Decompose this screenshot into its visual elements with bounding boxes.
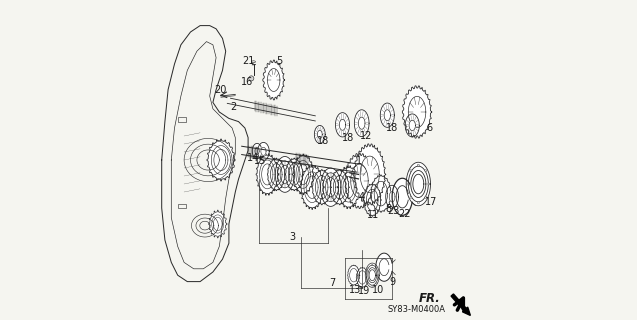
Polygon shape: [275, 156, 294, 192]
Circle shape: [417, 164, 419, 166]
Polygon shape: [408, 166, 428, 202]
Text: 20: 20: [215, 85, 227, 95]
Polygon shape: [314, 125, 326, 143]
Bar: [178, 117, 186, 122]
Polygon shape: [385, 185, 399, 208]
Circle shape: [428, 183, 430, 185]
Polygon shape: [348, 265, 360, 285]
Text: 11: 11: [368, 210, 380, 220]
Polygon shape: [285, 158, 303, 191]
Polygon shape: [312, 170, 331, 205]
Text: 21: 21: [243, 56, 255, 66]
Polygon shape: [336, 113, 350, 137]
Polygon shape: [340, 119, 346, 130]
Polygon shape: [351, 164, 368, 197]
Circle shape: [248, 76, 254, 81]
Polygon shape: [366, 265, 378, 285]
Polygon shape: [406, 162, 431, 206]
Polygon shape: [292, 154, 313, 195]
Text: 7: 7: [329, 278, 335, 288]
Polygon shape: [403, 86, 432, 138]
Text: 17: 17: [425, 196, 438, 207]
Polygon shape: [376, 253, 392, 281]
Polygon shape: [356, 267, 368, 288]
Polygon shape: [409, 120, 415, 131]
Text: 13: 13: [349, 284, 361, 295]
Text: 2: 2: [231, 102, 237, 112]
Polygon shape: [208, 210, 227, 238]
Text: 6: 6: [427, 123, 433, 133]
Polygon shape: [300, 165, 324, 210]
Text: 12: 12: [361, 131, 373, 141]
Text: 18: 18: [342, 132, 354, 143]
Polygon shape: [261, 147, 266, 156]
Circle shape: [372, 264, 373, 265]
Polygon shape: [380, 103, 394, 127]
Polygon shape: [405, 114, 419, 137]
Text: 18: 18: [386, 123, 398, 133]
Polygon shape: [256, 154, 278, 195]
Polygon shape: [258, 142, 269, 160]
Polygon shape: [364, 184, 381, 216]
Circle shape: [368, 282, 369, 283]
Polygon shape: [413, 174, 424, 194]
Circle shape: [425, 170, 427, 172]
Polygon shape: [354, 110, 369, 137]
Polygon shape: [268, 68, 280, 92]
Polygon shape: [330, 170, 349, 205]
Text: 14: 14: [247, 153, 259, 164]
Text: 1: 1: [355, 156, 362, 166]
Polygon shape: [345, 153, 374, 209]
Text: 9: 9: [390, 276, 396, 287]
Circle shape: [366, 275, 367, 276]
Circle shape: [378, 275, 379, 276]
Circle shape: [368, 267, 369, 268]
Polygon shape: [411, 171, 426, 197]
Circle shape: [410, 196, 412, 198]
Text: 5: 5: [276, 56, 282, 66]
Circle shape: [425, 196, 427, 198]
Polygon shape: [255, 148, 259, 155]
Text: 23: 23: [387, 205, 400, 216]
Polygon shape: [365, 263, 379, 287]
Polygon shape: [338, 166, 360, 209]
Polygon shape: [371, 175, 391, 212]
Text: 18: 18: [317, 136, 329, 147]
Text: 10: 10: [371, 284, 384, 295]
Circle shape: [417, 202, 419, 204]
Text: 16: 16: [241, 76, 254, 87]
Text: SY83-M0400A: SY83-M0400A: [387, 305, 445, 314]
Polygon shape: [368, 268, 376, 283]
Text: 22: 22: [398, 209, 410, 220]
Polygon shape: [408, 96, 426, 128]
Text: 15: 15: [254, 156, 266, 166]
Text: FR.: FR.: [419, 292, 440, 305]
Polygon shape: [268, 158, 285, 191]
Circle shape: [376, 282, 377, 283]
FancyArrow shape: [451, 294, 470, 316]
Text: 3: 3: [289, 232, 296, 242]
Polygon shape: [317, 130, 322, 139]
Circle shape: [407, 183, 409, 185]
Polygon shape: [263, 60, 285, 100]
Text: 19: 19: [357, 285, 369, 296]
Polygon shape: [384, 110, 390, 121]
Polygon shape: [252, 143, 262, 159]
Polygon shape: [392, 178, 412, 215]
Polygon shape: [359, 117, 365, 129]
Circle shape: [376, 267, 377, 268]
Polygon shape: [207, 139, 235, 181]
Polygon shape: [389, 192, 395, 202]
Polygon shape: [320, 168, 341, 206]
Polygon shape: [354, 144, 385, 205]
Polygon shape: [369, 270, 375, 281]
Circle shape: [410, 170, 412, 172]
Polygon shape: [360, 156, 379, 193]
Circle shape: [372, 285, 373, 286]
Text: 8: 8: [385, 204, 391, 214]
Bar: [178, 204, 186, 208]
Text: 4: 4: [359, 192, 364, 202]
